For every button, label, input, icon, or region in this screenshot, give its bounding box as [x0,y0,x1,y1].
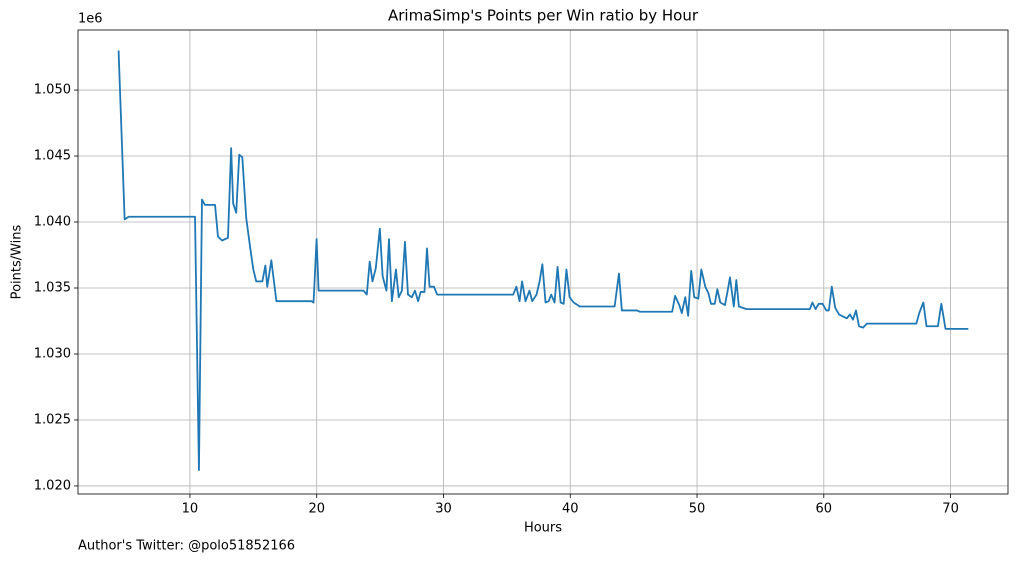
x-tick-label: 10 [182,502,199,517]
data-line [117,50,969,472]
x-tick-label: 50 [689,502,706,517]
y-tick-label: 1.030 [34,346,71,361]
x-tick-label: 30 [435,502,452,517]
x-tick-label: 60 [816,502,833,517]
y-tick-label: 1.045 [34,149,71,164]
x-tick-label: 20 [308,502,325,517]
y-axis-label: Points/Wins [10,224,25,299]
y-tick-label: 1.040 [34,215,71,230]
y-tick-label: 1.025 [34,412,71,427]
y-offset-label: 1e6 [78,12,103,27]
plot-frame [77,29,1009,495]
x-tick-label: 40 [562,502,579,517]
chart-title: ArimaSimp's Points per Win ratio by Hour [388,7,699,25]
y-tick-label: 1.035 [34,280,71,295]
y-tick-label: 1.020 [34,478,71,493]
y-tick-label: 1.050 [34,83,71,98]
x-tick-label: 70 [942,502,959,517]
footnote: Author's Twitter: @polo51852166 [78,539,295,554]
x-axis-label: Hours [524,521,562,536]
